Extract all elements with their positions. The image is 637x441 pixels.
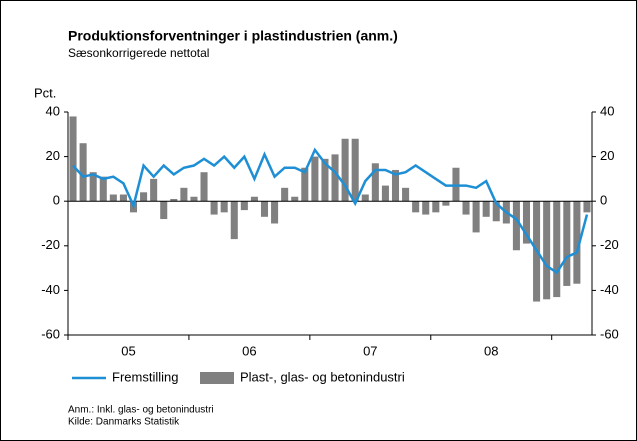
y2-tick-label: -60	[600, 326, 619, 341]
y-tick-label: 0	[53, 193, 60, 208]
y2-tick-label: 0	[600, 193, 607, 208]
bar	[160, 201, 168, 220]
bar	[391, 169, 400, 202]
bar	[230, 201, 238, 240]
bar	[442, 201, 450, 206]
bar	[170, 198, 178, 202]
note: Anm.: Inkl. glas- og betonindustri	[68, 405, 214, 416]
chart-title: Produktionsforventninger i plastindustri…	[68, 28, 398, 44]
x-tick-label: 08	[484, 343, 498, 358]
bar	[109, 194, 117, 202]
y-tick-label: 20	[46, 148, 60, 163]
y2-tick-label: 40	[600, 103, 614, 118]
bar	[89, 172, 97, 202]
bar	[583, 201, 591, 213]
bar	[472, 201, 480, 233]
bar	[190, 196, 198, 202]
bar	[482, 201, 490, 217]
bar	[543, 201, 551, 300]
bar	[260, 201, 269, 217]
y-axis-label: Pct.	[34, 85, 56, 100]
bar	[341, 138, 349, 202]
x-tick-label: 07	[363, 343, 377, 358]
bar	[210, 201, 218, 215]
bar	[412, 201, 420, 213]
bar	[119, 194, 127, 202]
bar	[522, 201, 531, 244]
bar	[422, 201, 430, 215]
y2-tick-label: -40	[600, 282, 619, 297]
y-tick-label: -40	[41, 282, 60, 297]
bar	[381, 185, 389, 202]
bar	[361, 194, 369, 202]
note: Kilde: Danmarks Statistik	[68, 417, 180, 428]
chart-subtitle: Sæsonkorrigerede nettotal	[68, 46, 209, 60]
bar	[99, 176, 107, 202]
bar	[402, 187, 410, 202]
y2-tick-label: 20	[600, 148, 614, 163]
y-tick-label: -20	[41, 237, 60, 252]
y-tick-label: 40	[46, 103, 60, 118]
legend-swatch	[200, 372, 234, 384]
bar	[553, 201, 561, 298]
bar	[271, 201, 279, 224]
bar	[150, 178, 158, 202]
legend-label: Plast-, glas- og betonindustri	[240, 369, 405, 384]
bar	[563, 201, 571, 286]
bar	[301, 167, 309, 202]
bar	[331, 154, 339, 202]
bar	[180, 187, 188, 202]
y2-tick-label: -20	[600, 237, 619, 252]
bar	[281, 187, 289, 202]
bar	[220, 201, 228, 213]
bar	[250, 196, 258, 202]
bar	[432, 201, 440, 213]
x-tick-label: 06	[242, 343, 256, 358]
bar	[351, 138, 359, 202]
legend-label: Fremstilling	[112, 369, 178, 384]
bar	[321, 158, 329, 202]
bar	[240, 201, 248, 211]
bar	[69, 116, 77, 202]
bar	[291, 196, 299, 202]
bar	[492, 201, 500, 222]
bar	[512, 201, 520, 251]
line	[72, 147, 589, 275]
bar	[462, 201, 470, 215]
y-tick-label: -60	[41, 326, 60, 341]
bar	[200, 172, 208, 202]
bar	[311, 156, 319, 202]
x-tick-label: 05	[121, 343, 135, 358]
bar	[573, 201, 581, 284]
bar	[140, 192, 148, 202]
bar	[371, 163, 379, 202]
bar	[79, 143, 87, 202]
